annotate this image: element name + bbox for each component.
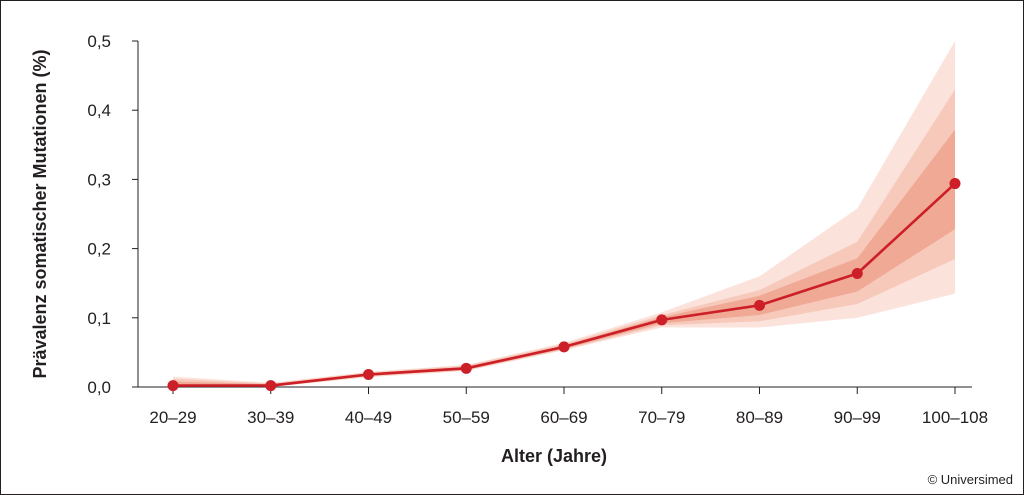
data-point [363,369,374,381]
data-points [167,178,961,392]
x-tick-label: 90–99 [834,408,881,427]
x-axis-title: Alter (Jahre) [501,446,607,466]
y-tick-label: 0,4 [87,101,111,120]
data-point [851,268,863,280]
y-axis-title: Prävalenz somatischer Mutationen (%) [30,49,50,378]
y-ticks: 0,0 0,1 0,2 0,3 0,4 0,5 [87,32,138,397]
y-tick-label: 0,3 [87,170,111,189]
data-point [656,314,668,326]
axes [137,41,972,388]
confidence-bands [173,41,955,388]
data-point [558,341,570,353]
y-tick-label: 0,5 [87,32,111,51]
data-point [167,380,179,392]
data-point [949,178,961,190]
copyright-credit: © Universimed [928,472,1013,487]
x-tick-label: 20–29 [149,408,196,427]
data-point [754,299,765,311]
x-tick-label: 40–49 [345,408,392,427]
data-point [265,380,277,392]
confidence-band-1 [173,41,955,387]
x-tick-label: 80–89 [736,408,783,427]
x-ticks: 20–29 30–39 40–49 50–59 60–69 70–79 80–89 90–99… [149,387,988,427]
x-tick-label: 30–39 [247,408,294,427]
y-tick-label: 0,2 [87,240,111,259]
x-tick-label: 100–108 [922,408,988,427]
x-tick-label: 60–69 [540,408,587,427]
y-tick-label: 0,0 [87,378,111,397]
data-point [460,362,472,374]
x-tick-label: 70–79 [638,408,685,427]
y-tick-label: 0,1 [87,309,111,328]
x-tick-label: 50–59 [443,408,490,427]
